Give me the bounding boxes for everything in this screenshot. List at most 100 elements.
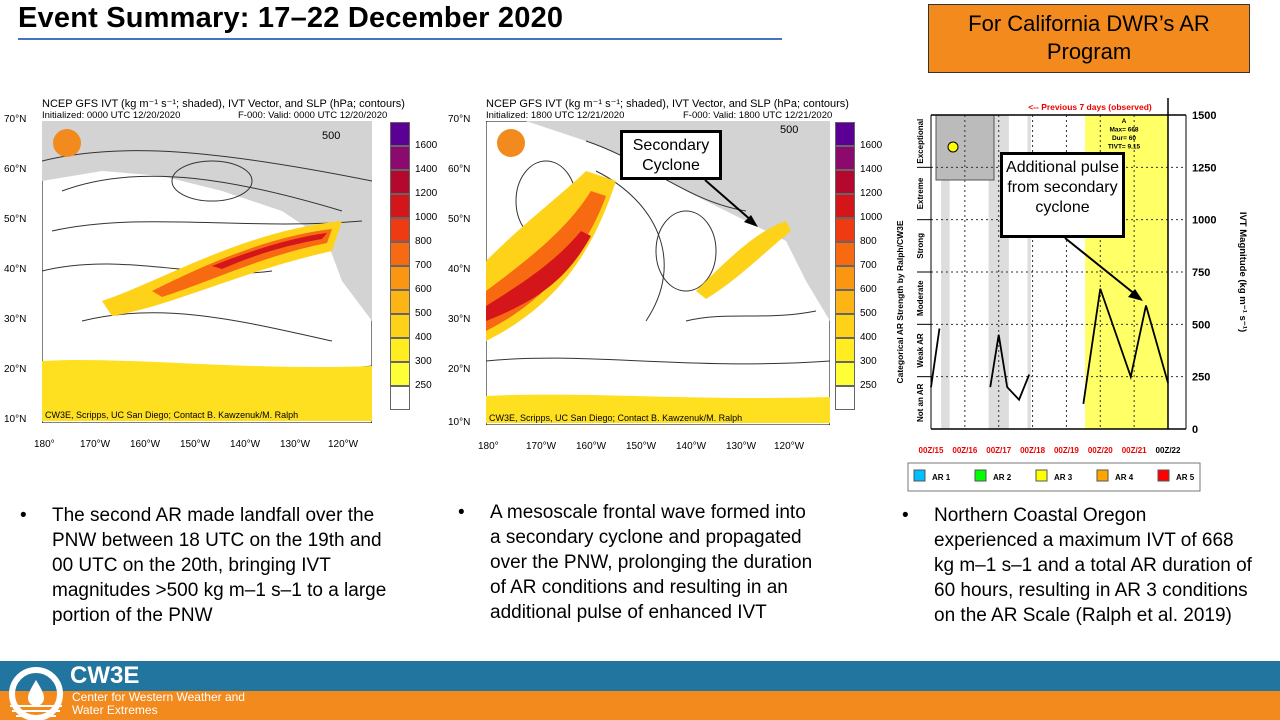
lon-label: 150°W bbox=[180, 439, 211, 450]
ref-vector-value: 500 bbox=[780, 124, 798, 136]
colorbar-label: 800 bbox=[415, 236, 432, 247]
footer-band-blue bbox=[0, 661, 1280, 691]
bullet-text: A mesoscale frontal wave formed into a s… bbox=[490, 502, 813, 623]
colorbar-swatch bbox=[390, 362, 410, 386]
map-credit: CW3E, Scripps, UC San Diego; Contact B. … bbox=[45, 410, 299, 420]
colorbar-swatch bbox=[390, 170, 410, 194]
category-label: Not an AR bbox=[916, 383, 925, 422]
bullet-dot: • bbox=[902, 505, 909, 526]
map-initialized: Initialized: 1800 UTC 12/21/2020 bbox=[486, 110, 625, 121]
ivt-line bbox=[1082, 288, 1169, 405]
map-valid: F-000: Valid: 1800 UTC 12/21/2020 bbox=[683, 110, 833, 121]
callout-arrow bbox=[704, 179, 758, 227]
ar-annotation: TIVT= 9.15 bbox=[1108, 144, 1141, 151]
ar-annotation: Max= 668 bbox=[1109, 127, 1138, 134]
lat-label: 10°N bbox=[4, 414, 27, 425]
map-plot: 500 bbox=[486, 121, 830, 425]
cw3e-logo-icon bbox=[9, 667, 63, 720]
colorbar-label: 1400 bbox=[860, 164, 883, 175]
callout-arrow bbox=[1064, 237, 1143, 301]
ivt-line bbox=[930, 328, 941, 388]
colorbar-label: 700 bbox=[415, 260, 432, 271]
y-tick-label: 1000 bbox=[1192, 215, 1216, 227]
colorbar-label: 300 bbox=[860, 356, 877, 367]
inactive-shading bbox=[1027, 115, 1031, 429]
category-label: Extreme bbox=[916, 177, 925, 209]
colorbar-label: 500 bbox=[415, 308, 432, 319]
colorbar-label: 400 bbox=[860, 332, 877, 343]
colorbar-swatch bbox=[835, 266, 855, 290]
legend bbox=[907, 462, 1201, 492]
slide-title: Event Summary: 17–22 December 2020 bbox=[18, 2, 564, 34]
x-tick-label: 00Z/17 bbox=[986, 446, 1011, 455]
colorbar-label: 1400 bbox=[415, 164, 438, 175]
y-axis-label: IVT Magnitude (kg m⁻¹ s⁻¹) bbox=[1237, 212, 1248, 332]
lon-label: 170°W bbox=[80, 439, 111, 450]
colorbar-swatch bbox=[835, 314, 855, 338]
legend-swatch bbox=[1096, 469, 1109, 482]
colorbar-label: 250 bbox=[415, 380, 432, 391]
colorbar-swatch bbox=[835, 386, 855, 410]
y-tick-label: 0 bbox=[1192, 424, 1198, 436]
lon-label: 120°W bbox=[774, 441, 805, 452]
map-valid: F-000: Valid: 0000 UTC 12/20/2020 bbox=[238, 110, 388, 121]
map-initialized: Initialized: 0000 UTC 12/20/2020 bbox=[42, 110, 181, 121]
y-tick-label: 1250 bbox=[1192, 162, 1216, 174]
lat-label: 10°N bbox=[448, 417, 471, 428]
bullet-3: • Northern Coastal Oregon experienced a m… bbox=[902, 503, 1254, 628]
colorbar-label: 300 bbox=[415, 356, 432, 367]
colorbar-swatch bbox=[835, 218, 855, 242]
lon-label: 120°W bbox=[328, 439, 359, 450]
legend-swatch bbox=[1157, 469, 1170, 482]
colorbar-swatch bbox=[835, 290, 855, 314]
colorbar-label: 1000 bbox=[415, 212, 438, 223]
callout-additional-pulse: Additional pulse from secondary cyclone bbox=[1000, 152, 1125, 238]
legend-swatch bbox=[1035, 469, 1048, 482]
y-tick-label: 500 bbox=[1192, 319, 1210, 331]
lat-label: 20°N bbox=[448, 364, 471, 375]
legend-label: AR 1 bbox=[932, 473, 951, 482]
x-tick-label: 00Z/21 bbox=[1122, 446, 1147, 455]
lat-label: 20°N bbox=[4, 364, 27, 375]
category-label: Moderate bbox=[916, 280, 925, 316]
ivt-map-1: NCEP GFS IVT (kg m⁻¹ s⁻¹; shaded), IVT V… bbox=[0, 97, 440, 457]
cw3e-logo-icon bbox=[497, 129, 525, 157]
colorbar-swatch bbox=[390, 338, 410, 362]
lat-label: 60°N bbox=[448, 164, 471, 175]
colorbar-label: 1600 bbox=[860, 140, 883, 151]
bullet-text: Northern Coastal Oregon experienced a ma… bbox=[934, 505, 1252, 626]
colorbar-swatch bbox=[835, 338, 855, 362]
lon-label: 160°W bbox=[130, 439, 161, 450]
colorbar-label: 700 bbox=[860, 260, 877, 271]
colorbar-label: 500 bbox=[860, 308, 877, 319]
lon-label: 180° bbox=[478, 441, 499, 452]
chart-title: <-- Previous 7 days (observed) bbox=[1028, 102, 1152, 112]
x-tick-label: 00Z/20 bbox=[1088, 446, 1113, 455]
footer-band-orange bbox=[0, 691, 1280, 720]
bullet-2: • A mesoscale frontal wave formed into a … bbox=[458, 500, 820, 625]
ar-annotation: Dur= 60 bbox=[1112, 135, 1136, 142]
colorbar-label: 1200 bbox=[415, 188, 438, 199]
colorbar-swatch bbox=[390, 146, 410, 170]
colorbar-swatch bbox=[390, 242, 410, 266]
category-label: Exceptional bbox=[916, 119, 925, 164]
y-tick-label: 1500 bbox=[1192, 110, 1216, 122]
legend-swatch bbox=[974, 469, 987, 482]
colorbar-swatch bbox=[390, 122, 410, 146]
legend-label: AR 5 bbox=[1176, 473, 1195, 482]
bullet-dot: • bbox=[20, 505, 27, 526]
x-tick-label: 00Z/16 bbox=[952, 446, 977, 455]
lat-label: 40°N bbox=[4, 264, 27, 275]
lat-label: 70°N bbox=[448, 114, 471, 125]
legend-label: AR 3 bbox=[1054, 473, 1073, 482]
colorbar-label: 250 bbox=[860, 380, 877, 391]
ref-vector-value: 500 bbox=[322, 130, 340, 142]
lat-label: 40°N bbox=[448, 264, 471, 275]
lon-label: 150°W bbox=[626, 441, 657, 452]
lat-label: 60°N bbox=[4, 164, 27, 175]
lon-label: 130°W bbox=[280, 439, 311, 450]
location-marker bbox=[947, 141, 959, 153]
ar-annotation: A bbox=[1122, 118, 1127, 125]
x-tick-label: 00Z/19 bbox=[1054, 446, 1079, 455]
lon-label: 140°W bbox=[230, 439, 261, 450]
